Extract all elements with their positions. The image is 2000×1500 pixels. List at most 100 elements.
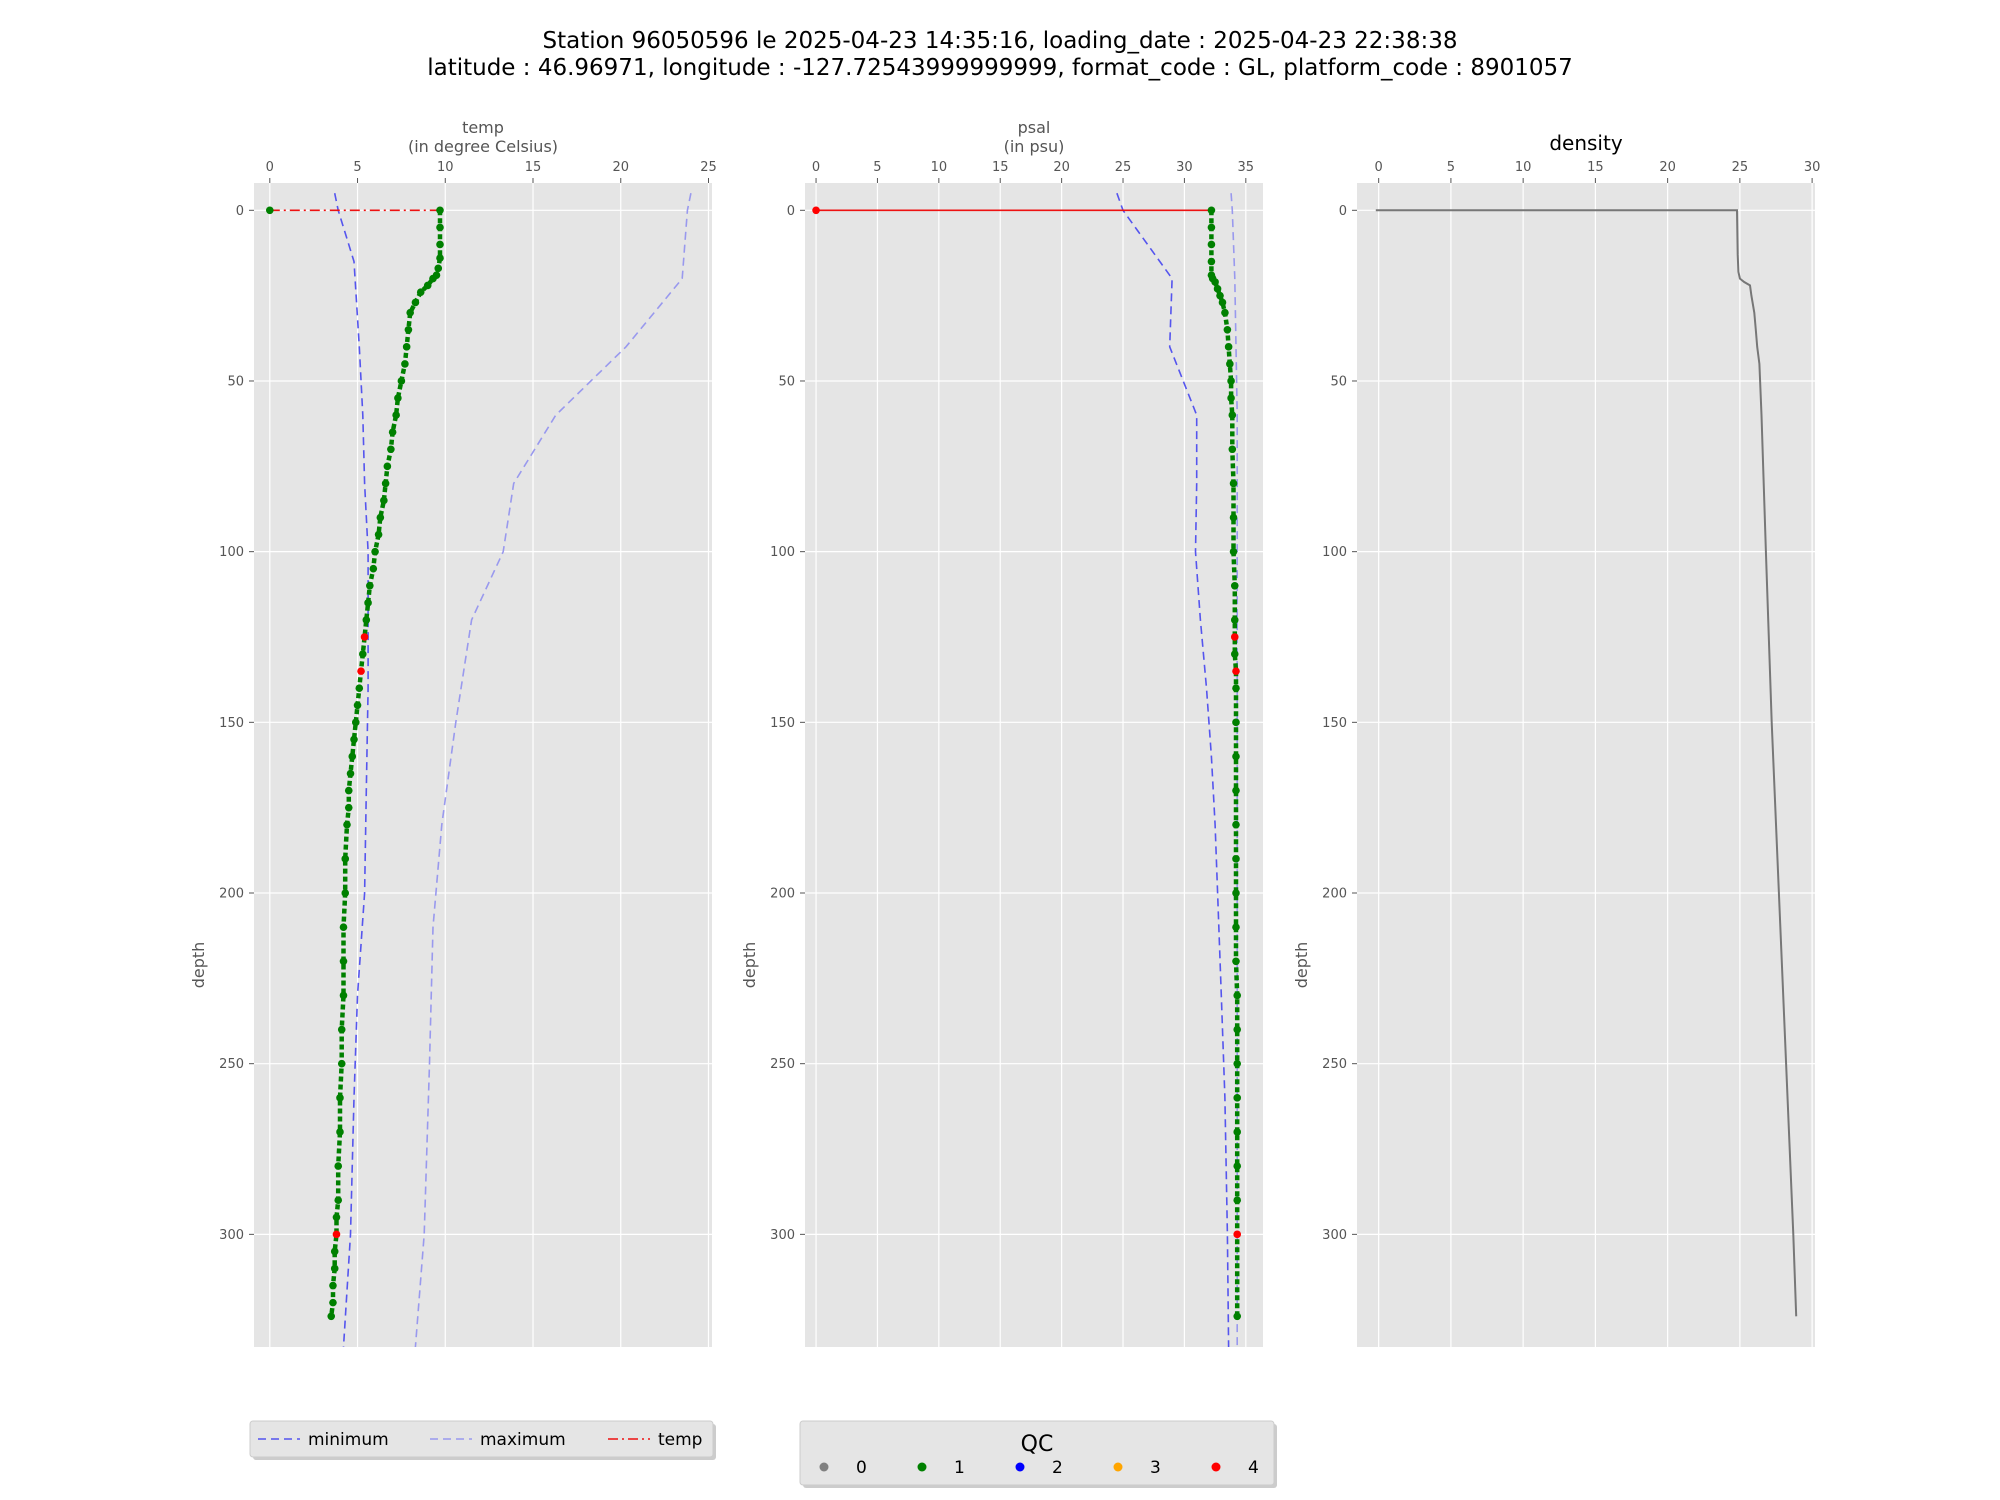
qc-point <box>1232 889 1240 897</box>
qc-point <box>355 684 364 692</box>
qc-point <box>401 360 409 368</box>
qc-point <box>339 923 348 931</box>
y-tick-label: 300 <box>219 1228 244 1243</box>
qc-point <box>357 667 365 675</box>
qc-point <box>1218 298 1227 307</box>
x-tick-label: 30 <box>1804 160 1821 175</box>
x-tick-label: 20 <box>1659 160 1676 175</box>
x-tick-label: 5 <box>353 160 361 175</box>
qc-point <box>366 581 374 590</box>
legend-main: minimum maximum temp <box>249 1420 716 1460</box>
qc-point <box>436 206 444 215</box>
qc-point <box>392 411 400 419</box>
legend-qc-marker-0 <box>819 1462 829 1472</box>
x-tick-label: 10 <box>931 160 948 175</box>
legend-qc-marker-4 <box>1211 1462 1221 1472</box>
legend-label-temp: temp <box>658 1430 702 1450</box>
legend-qc-label-0: 0 <box>856 1458 867 1478</box>
surface-qc-point <box>265 206 274 215</box>
legend-qc-label-2: 2 <box>1052 1458 1063 1478</box>
qc-point <box>436 240 444 249</box>
x-tick-label: 25 <box>1732 160 1749 175</box>
qc-point <box>1207 257 1216 266</box>
panel-subtitle: (in degree Celsius) <box>408 137 558 156</box>
qc-point <box>1226 360 1234 368</box>
qc-point <box>436 223 444 232</box>
series-density-line <box>1375 209 1798 1317</box>
y-tick-label: 200 <box>770 887 795 902</box>
qc-point <box>1232 855 1240 863</box>
legend-qc-label-3: 3 <box>1150 1458 1161 1478</box>
qc-point <box>334 1196 343 1205</box>
qc-point <box>1228 411 1237 419</box>
figure-title-line2: latitude : 46.96971, longitude : -127.72… <box>427 55 1573 81</box>
qc-point <box>344 786 353 795</box>
legend-label-maximum: maximum <box>480 1430 566 1450</box>
y-tick-label: 250 <box>219 1057 244 1072</box>
qc-point <box>380 496 388 505</box>
qc-point <box>351 718 360 727</box>
legend-qc-marker-1 <box>917 1462 927 1472</box>
qc-point <box>1221 308 1229 317</box>
qc-point <box>329 1298 337 1307</box>
qc-point <box>350 735 358 744</box>
y-tick-label: 300 <box>770 1228 795 1243</box>
qc-point <box>1232 718 1240 727</box>
qc-point <box>337 1059 346 1068</box>
y-tick-label: 50 <box>778 374 795 389</box>
x-tick-label: 5 <box>1447 160 1455 175</box>
qc-point <box>1233 1196 1242 1205</box>
qc-point <box>348 752 357 761</box>
qc-point <box>1232 667 1240 675</box>
qc-point <box>1233 1128 1242 1136</box>
y-tick-label: 150 <box>770 716 795 731</box>
figure-title-line1: Station 96050596 le 2025-04-23 14:35:16,… <box>543 28 1458 54</box>
panel-title: density <box>1549 131 1622 155</box>
qc-point <box>1233 1162 1242 1170</box>
qc-point <box>383 462 392 471</box>
y-tick-label: 200 <box>1322 887 1347 902</box>
qc-point <box>394 394 402 402</box>
qc-point <box>1207 223 1216 232</box>
y-tick-label: 250 <box>770 1057 795 1072</box>
qc-point <box>369 564 378 573</box>
qc-point <box>344 803 353 812</box>
qc-point <box>387 445 395 454</box>
density-panel: 0 5 10 15 20 25 30050100150200250300densitydep… <box>1292 131 1820 1347</box>
y-tick-label: 100 <box>1322 545 1347 560</box>
qc-point <box>330 1247 339 1256</box>
x-tick-label: 35 <box>1238 160 1255 175</box>
qc-point <box>1233 991 1242 1000</box>
x-tick-label: 5 <box>873 160 881 175</box>
qc-point <box>336 1094 344 1102</box>
qc-point <box>376 513 385 522</box>
qc-point <box>360 633 369 641</box>
y-tick-label: 100 <box>219 545 244 560</box>
series-maximum-line <box>1230 193 1238 1347</box>
x-tick-label: 25 <box>700 160 717 175</box>
qc-point <box>1233 1230 1242 1239</box>
qc-point <box>343 820 351 829</box>
plot-area <box>254 183 712 1347</box>
qc-point <box>1230 633 1239 641</box>
qc-point <box>339 991 348 1000</box>
x-tick-label: 25 <box>1115 160 1132 175</box>
y-tick-label: 300 <box>1322 1228 1347 1243</box>
legend-qc-marker-2 <box>1015 1462 1025 1472</box>
qc-point <box>1230 616 1239 624</box>
qc-point <box>334 1162 343 1170</box>
y-tick-label: 200 <box>219 887 244 902</box>
qc-point <box>1224 343 1233 351</box>
x-tick-label: 15 <box>1587 160 1604 175</box>
qc-point <box>1229 479 1238 488</box>
qc-point <box>411 298 420 307</box>
y-axis-label: depth <box>740 942 759 989</box>
legend-qc-title: QC <box>1021 1432 1054 1457</box>
psal-panel: 0 5 10 15 20 25 30 35 0 50 100 150 200 250 300 psal(in … <box>740 118 1263 1348</box>
x-tick-label: 15 <box>992 160 1009 175</box>
qc-point <box>341 855 350 863</box>
x-tick-label: 20 <box>1053 160 1070 175</box>
legend-qc: QC 0 1 2 3 4 <box>799 1420 1277 1488</box>
qc-point <box>423 281 432 290</box>
